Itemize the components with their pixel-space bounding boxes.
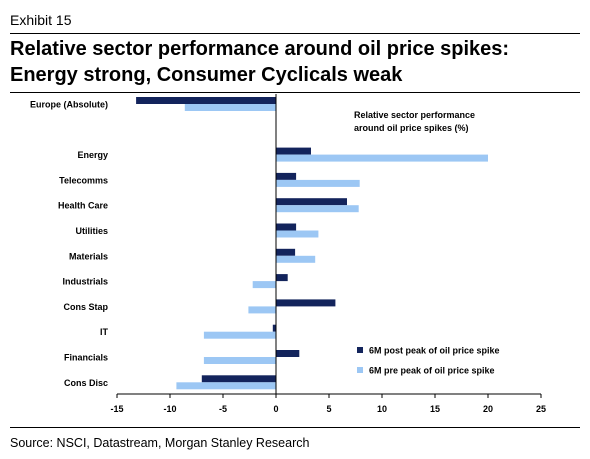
bar-post-3 xyxy=(276,198,347,206)
bar-pre-9 xyxy=(203,357,276,364)
source-note: Source: NSCI, Datastream, Morgan Stanley… xyxy=(10,436,310,450)
chart-annotation-line-1: Relative sector performance xyxy=(354,110,475,120)
chart-annotation-line-2: around oil price spikes (%) xyxy=(354,123,469,133)
exhibit-label: Exhibit 15 xyxy=(10,12,72,28)
x-tick-label-6: 15 xyxy=(430,404,440,414)
chart-title-line-1: Relative sector performance around oil p… xyxy=(10,38,510,60)
bar-pre-0 xyxy=(184,104,276,111)
legend-swatch-1 xyxy=(357,367,363,373)
title-divider xyxy=(10,92,580,93)
category-label-4: Utilities xyxy=(75,226,108,236)
bar-post-2 xyxy=(276,172,297,180)
chart-title: Relative sector performance around oil p… xyxy=(10,36,585,88)
bar-pre-2 xyxy=(276,179,360,187)
bar-pre-8 xyxy=(203,331,276,339)
x-tick-label-1: -10 xyxy=(163,404,176,414)
bar-post-8 xyxy=(272,324,276,332)
bar-pre-10 xyxy=(176,382,276,390)
bar-post-0 xyxy=(136,97,276,104)
bar-post-7 xyxy=(276,299,336,307)
bar-post-6 xyxy=(276,274,288,282)
category-label-6: Industrials xyxy=(62,277,108,287)
bar-pre-5 xyxy=(276,255,316,263)
x-tick-label-2: -5 xyxy=(219,404,227,414)
bar-post-10 xyxy=(201,375,276,383)
bar-pre-4 xyxy=(276,230,319,238)
category-label-3: Health Care xyxy=(58,201,108,211)
x-tick-label-7: 20 xyxy=(483,404,493,414)
category-label-2: Telecomms xyxy=(59,175,108,185)
bar-post-5 xyxy=(276,248,296,256)
source-divider xyxy=(10,427,580,428)
legend-swatch-0 xyxy=(357,347,363,353)
category-label-9: Financials xyxy=(64,353,108,363)
bar-pre-7 xyxy=(248,306,276,314)
bar-pre-6 xyxy=(252,281,276,289)
category-label-8: IT xyxy=(100,327,109,337)
category-label-10: Cons Disc xyxy=(64,378,108,388)
x-tick-label-5: 10 xyxy=(377,404,387,414)
bar-pre-3 xyxy=(276,205,359,213)
legend-label-0: 6M post peak of oil price spike xyxy=(369,346,500,356)
x-tick-label-8: 25 xyxy=(536,404,546,414)
category-label-1: Energy xyxy=(77,150,108,160)
bar-post-1 xyxy=(276,147,311,155)
category-label-7: Cons Stap xyxy=(63,302,108,312)
chart-title-line-2: Energy strong, Consumer Cyclicals weak xyxy=(10,64,403,86)
category-label-0: Europe (Absolute) xyxy=(30,100,108,110)
x-tick-label-4: 5 xyxy=(326,404,331,414)
category-label-5: Materials xyxy=(69,251,108,261)
bar-post-9 xyxy=(276,350,300,357)
bar-pre-1 xyxy=(276,154,488,162)
bar-post-4 xyxy=(276,223,297,231)
x-tick-label-0: -15 xyxy=(110,404,123,414)
x-tick-label-3: 0 xyxy=(273,404,278,414)
top-divider xyxy=(10,33,580,34)
legend-label-1: 6M pre peak of oil price spike xyxy=(369,366,495,376)
